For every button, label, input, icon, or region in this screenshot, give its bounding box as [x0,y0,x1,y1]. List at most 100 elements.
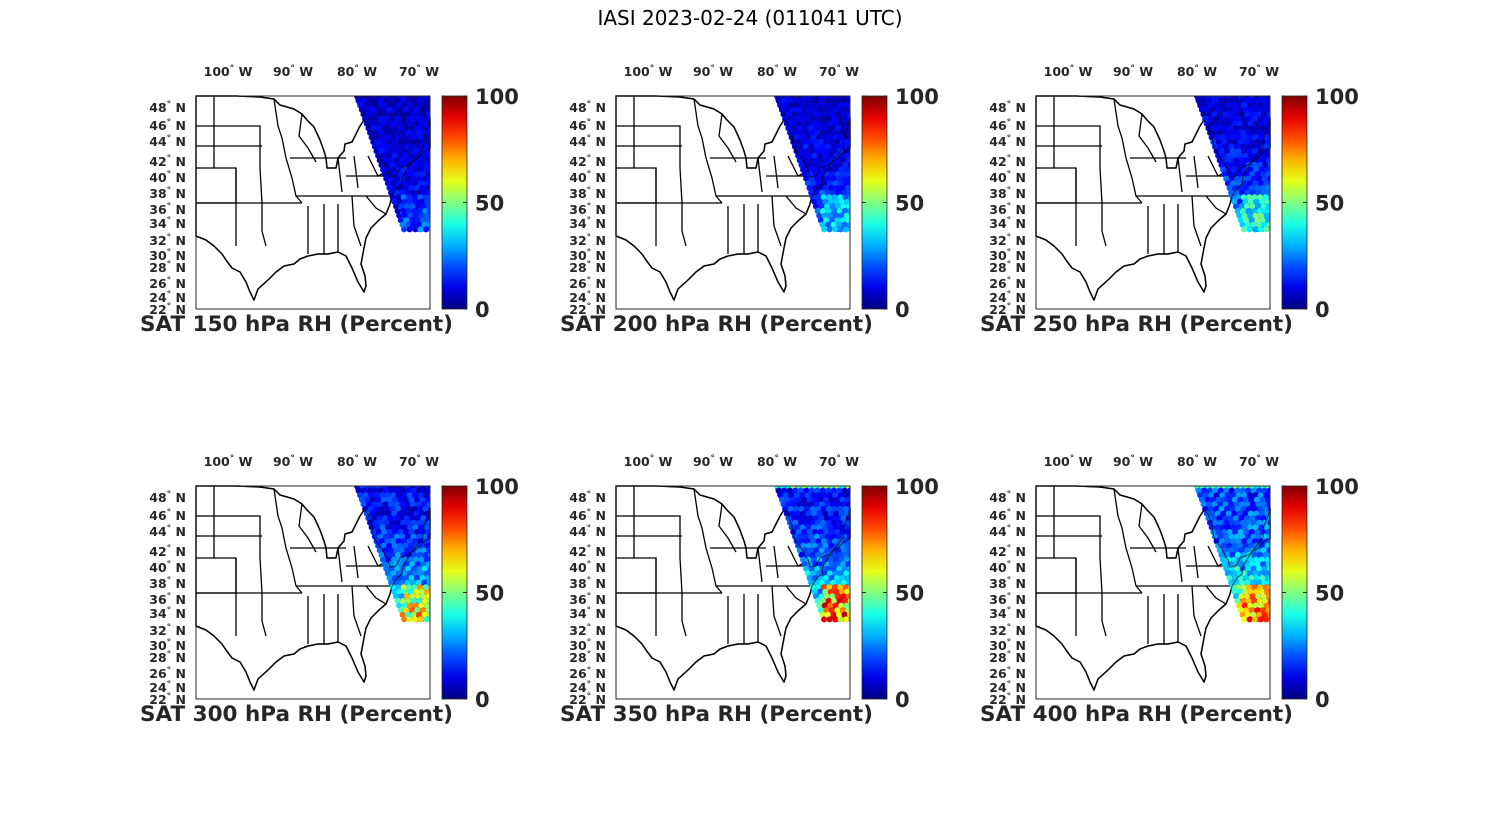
swath-point [827,120,834,127]
swath-point [840,125,847,132]
swath-point [1244,547,1251,554]
lat-tick-label: 42° N [989,544,1026,559]
swath-point [819,189,826,196]
swath-point [804,102,811,109]
swath-point [404,501,411,508]
swath-point [1238,547,1245,554]
swath-point [390,148,396,155]
swath-point [411,519,417,526]
swath-point [1234,487,1241,494]
map-frame [615,95,851,310]
swath-point [397,217,404,224]
swath-point [421,175,428,182]
swath-point [395,148,402,155]
swath-point [1235,538,1242,545]
swath-point [421,501,427,508]
swath-point [844,106,850,113]
swath-point [405,221,411,228]
swath-point [402,510,409,517]
swath-point [390,492,397,499]
swath-point [799,134,806,141]
swath-point [831,506,838,512]
swath-point [1262,552,1269,558]
swath-point [1259,496,1266,503]
swath-point [838,198,845,205]
swath-point [410,175,417,182]
swath-point [397,106,404,113]
state-boundary [351,195,362,247]
swath-point [405,487,412,494]
swath-point [1251,519,1257,526]
swath-point [408,185,415,191]
swath-point [1252,180,1259,187]
swath-point [802,111,809,118]
swath-point [1246,102,1253,109]
lon-tick-label: 90° W [1113,454,1153,469]
swath-point [423,102,430,109]
swath-point [1245,611,1251,618]
swath-point [817,607,824,614]
lat-tick-label: 30° N [149,638,186,653]
swath-point [1252,602,1259,609]
swath-point [1249,125,1256,132]
swath-point [424,588,430,595]
swath-point [1246,584,1253,591]
lat-tick-label: 48° N [569,490,606,505]
swath-point [393,593,399,600]
swath-point [1251,208,1258,214]
swath-point [814,97,821,104]
swath-point [1219,148,1225,155]
map-panel: 100° W 90° W 80° W 70° W 48° N 46° N 44° N 42° … [140,450,560,750]
swath-point [813,501,820,508]
swath [1194,486,1270,623]
swath-point [839,496,846,503]
swath-point [822,198,829,205]
swath-point [842,162,849,168]
swath-point [843,492,850,499]
swath-point [835,533,842,540]
map-frame [195,485,431,700]
swath-point [366,501,372,508]
swath-point [1266,579,1270,586]
swath-point [388,97,395,104]
swath-point [1247,166,1254,173]
swath-point [1243,515,1250,522]
swath-point [799,148,805,155]
swath-point [406,616,413,623]
swath-point [1213,492,1220,499]
swath-point [834,217,841,224]
swath-point [821,212,828,219]
swath-point [792,487,799,494]
swath-point [1264,166,1270,173]
swath-point [426,157,430,164]
swath-point [782,492,789,499]
swath-point [382,143,389,150]
swath-point [1256,175,1263,182]
swath-point [1266,157,1270,164]
swath-point [1247,588,1254,595]
swath-point [380,106,387,113]
swath-point [837,226,844,233]
swath-point [1238,157,1245,164]
swath-point [1220,120,1227,127]
swath-point [832,538,838,545]
swath-point [826,584,833,591]
swath-point [1256,208,1263,214]
swath-point [406,570,413,577]
swath-point [817,542,824,549]
swath-point [795,152,802,159]
swath-point [1220,542,1227,549]
swath-point [400,598,407,604]
swath-point [418,588,425,595]
swath-point [415,501,422,508]
swath-point [1218,129,1224,136]
swath-point [1248,185,1255,191]
colorbar [861,95,888,310]
swath-point [818,547,825,554]
swath-point [820,129,826,136]
swath-point [1234,129,1241,136]
swath-point [780,111,787,118]
swath-point [410,189,417,196]
swath-point [845,185,850,191]
swath-point [1212,519,1219,526]
